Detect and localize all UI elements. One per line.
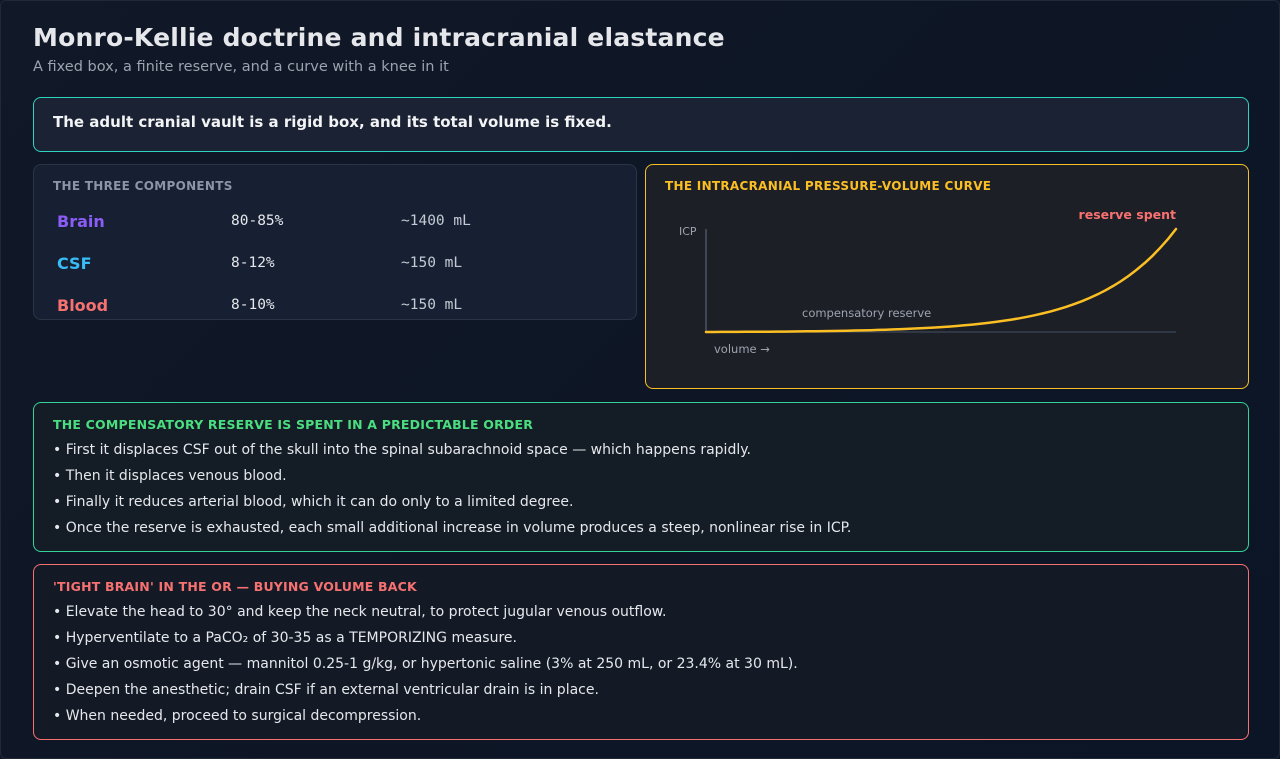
pressure-volume-curve: ICP volume → compensatory reserve reserv…: [679, 207, 1178, 356]
components-heading: THE THREE COMPONENTS: [53, 179, 233, 193]
component-row-brain: Brain 80-85% ~1400 mL: [34, 212, 636, 242]
key-statement: The adult cranial vault is a rigid box, …: [33, 97, 1249, 152]
component-name: CSF: [57, 254, 92, 273]
tight-brain-item: • Give an osmotic agent — mannitol 0.25-…: [53, 656, 798, 672]
tight-brain-item: • Hyperventilate to a PaCO₂ of 30-35 as …: [53, 630, 517, 646]
pressure-volume-curve-panel: THE INTRACRANIAL PRESSURE-VOLUME CURVE I…: [645, 164, 1249, 389]
page-subtitle: A fixed box, a finite reserve, and a cur…: [33, 59, 449, 75]
component-percent: 8-12%: [231, 255, 275, 271]
component-volume: ~150 mL: [401, 297, 463, 313]
component-row-csf: CSF 8-12% ~150 mL: [34, 254, 636, 284]
curve-heading: THE INTRACRANIAL PRESSURE-VOLUME CURVE: [665, 179, 992, 193]
x-axis-label: volume →: [714, 342, 770, 356]
tight-brain-box: 'TIGHT BRAIN' IN THE OR — BUYING VOLUME …: [33, 564, 1249, 740]
page-title: Monro-Kellie doctrine and intracranial e…: [33, 23, 725, 52]
reserve-spent-label: reserve spent: [1079, 207, 1176, 222]
components-panel: THE THREE COMPONENTS Brain 80-85% ~1400 …: [33, 164, 637, 320]
reserve-item: • Then it displaces venous blood.: [53, 468, 287, 484]
icp-volume-curve-line: [704, 227, 1178, 334]
component-percent: 80-85%: [231, 213, 284, 229]
reserve-item: • Once the reserve is exhausted, each sm…: [53, 520, 852, 536]
tight-brain-heading: 'TIGHT BRAIN' IN THE OR — BUYING VOLUME …: [53, 579, 417, 594]
tight-brain-item: • When needed, proceed to surgical decom…: [53, 708, 422, 724]
component-name: Blood: [57, 296, 109, 315]
reserve-item: • First it displaces CSF out of the skul…: [53, 442, 751, 458]
component-row-blood: Blood 8-10% ~150 mL: [34, 296, 636, 326]
reserve-heading: THE COMPENSATORY RESERVE IS SPENT IN A P…: [53, 417, 534, 432]
component-percent: 8-10%: [231, 297, 275, 313]
tight-brain-item: • Elevate the head to 30° and keep the n…: [53, 604, 667, 620]
component-volume: ~150 mL: [401, 255, 463, 271]
tight-brain-item: • Deepen the anesthetic; drain CSF if an…: [53, 682, 599, 698]
component-volume: ~1400 mL: [401, 213, 471, 229]
tight-brain-list: • Elevate the head to 30° and keep the n…: [53, 599, 1229, 729]
reserve-list: • First it displaces CSF out of the skul…: [53, 437, 1229, 541]
compensatory-reserve-label: compensatory reserve: [802, 306, 931, 320]
y-axis-label: ICP: [679, 225, 697, 238]
compensatory-reserve-box: THE COMPENSATORY RESERVE IS SPENT IN A P…: [33, 402, 1249, 552]
component-name: Brain: [57, 212, 105, 231]
reserve-item: • Finally it reduces arterial blood, whi…: [53, 494, 574, 510]
